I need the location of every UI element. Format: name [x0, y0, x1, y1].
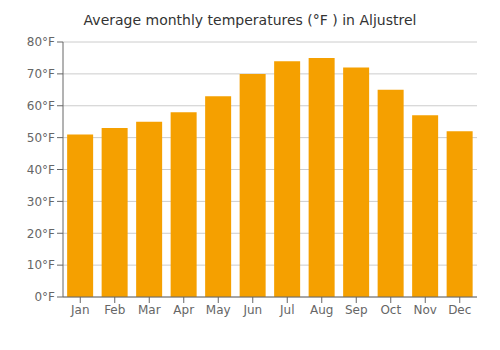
svg-text:0°F: 0°F — [34, 290, 55, 304]
svg-text:Dec: Dec — [448, 303, 471, 317]
svg-text:70°F: 70°F — [27, 67, 55, 81]
svg-text:30°F: 30°F — [27, 195, 55, 209]
svg-text:Apr: Apr — [173, 303, 194, 317]
svg-text:Oct: Oct — [380, 303, 401, 317]
svg-text:60°F: 60°F — [27, 99, 55, 113]
svg-text:Feb: Feb — [104, 303, 125, 317]
svg-text:Nov: Nov — [414, 303, 437, 317]
svg-text:Jul: Jul — [279, 303, 294, 317]
svg-text:20°F: 20°F — [27, 227, 55, 241]
svg-text:May: May — [206, 303, 231, 317]
svg-text:Aug: Aug — [310, 303, 333, 317]
svg-text:40°F: 40°F — [27, 163, 55, 177]
svg-text:Sep: Sep — [345, 303, 368, 317]
svg-text:10°F: 10°F — [27, 258, 55, 272]
html-text:Average monthly temperatures (: Average monthly temperatures (°F ) in Al… — [83, 12, 417, 28]
svg-text:Jan: Jan — [70, 303, 90, 317]
svg-text:50°F: 50°F — [27, 131, 55, 145]
svg-text:Mar: Mar — [138, 303, 161, 317]
svg-text:Jun: Jun — [242, 303, 262, 317]
svg-text:80°F: 80°F — [27, 35, 55, 49]
